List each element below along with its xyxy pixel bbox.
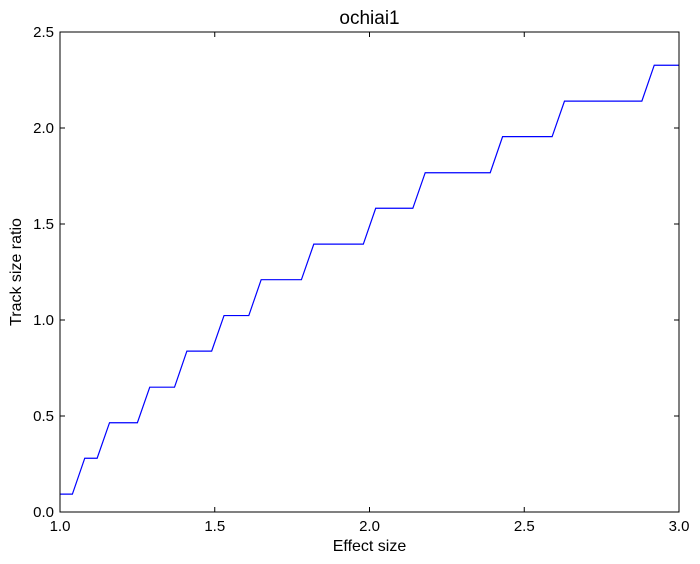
x-axis-label: Effect size xyxy=(333,538,407,555)
x-tick-label: 3.0 xyxy=(669,518,690,535)
x-tick-label: 2.0 xyxy=(359,518,380,535)
x-tick-label: 1.5 xyxy=(204,518,225,535)
y-tick-label: 0.5 xyxy=(33,408,54,425)
y-axis-label: Track size ratio xyxy=(8,218,25,326)
x-tick-label: 2.5 xyxy=(514,518,535,535)
plot-layer xyxy=(60,64,679,495)
series-line-1 xyxy=(60,64,679,495)
y-tick-label: 0.0 xyxy=(33,504,54,521)
ticks-layer: 1.0 1.5 2.0 2.5 3.0 0.0 0.5 1.0 1.5 2.0 2.5 xyxy=(33,24,689,535)
y-tick-label: 2.5 xyxy=(33,24,54,41)
chart-title: ochiai1 xyxy=(339,8,399,29)
y-tick-label: 1.0 xyxy=(33,312,54,329)
x-tick-label: 1.0 xyxy=(50,518,71,535)
y-tick-label: 1.5 xyxy=(33,216,54,233)
y-tick-label: 2.0 xyxy=(33,120,54,137)
